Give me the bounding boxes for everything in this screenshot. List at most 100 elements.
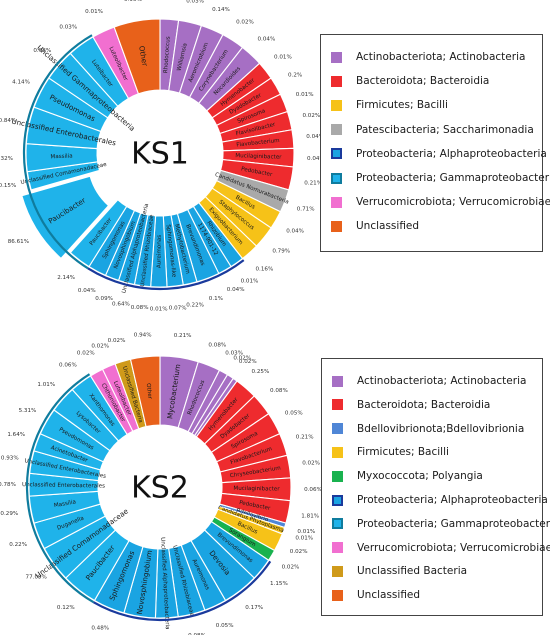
value-label: 2.14%	[57, 275, 75, 281]
legend-label: Verrucomicrobiota; Verrucomicrobiae	[356, 196, 550, 209]
value-label: 5.31%	[19, 408, 37, 414]
legend-item: Firmicutes; Bacilli	[331, 97, 448, 113]
value-label: 0.08%	[270, 388, 288, 394]
legend-label: Firmicutes; Bacilli	[356, 99, 448, 112]
value-label: 0.71%	[297, 206, 315, 212]
wedge-other	[113, 18, 161, 95]
value-label: 1.81%	[301, 514, 319, 520]
legend-label: Myxococcota; Polyangia	[357, 470, 483, 483]
legend-swatch	[331, 220, 342, 232]
value-label: 0.01%	[85, 9, 103, 15]
genus-label: Unclassified Alphaproteobacteria	[159, 537, 170, 630]
value-label: 0.02%	[236, 20, 254, 26]
value-label: 0.12%	[57, 605, 75, 611]
value-label: 0.08%	[188, 633, 206, 635]
genus-label: Rhodococcus	[163, 36, 172, 73]
value-label: 0.79%	[272, 249, 290, 255]
legend-swatch	[332, 565, 343, 577]
legend-label: Patescibacteria; Saccharimonadia	[356, 123, 534, 136]
group-outline	[22, 34, 93, 270]
value-label: 0.02%	[239, 359, 257, 365]
value-label: 0.05%	[285, 410, 303, 416]
value-label: 0.93%	[1, 455, 19, 461]
value-label: 0.02%	[302, 113, 320, 119]
value-label: 1.15%	[270, 581, 288, 587]
value-label: 0.06%	[304, 487, 322, 493]
value-label: 1.64%	[7, 432, 25, 438]
value-label: 0.09%	[95, 296, 113, 302]
legend-label: Actinobacteriota; Actinobacteria	[357, 375, 527, 387]
value-label: 0.78%	[0, 482, 16, 488]
value-label: 0.94%	[134, 332, 152, 338]
value-label: 0.08%	[131, 305, 149, 311]
legend-item: Patescibacteria; Saccharimonadia	[331, 122, 534, 138]
value-label: 0.02%	[282, 564, 300, 570]
genus-label: Unclassified Enterobacterales	[22, 482, 105, 489]
value-label: 0.02%	[290, 549, 308, 555]
legend-item: Proteobacteria; Alphaproteobacteria	[332, 492, 548, 508]
value-label: 0.98%	[33, 48, 51, 54]
value-label: 0.01%	[295, 536, 313, 542]
value-label: 0.08%	[208, 343, 226, 349]
legend-label: Unclassified Bacteria	[357, 565, 468, 578]
legend-swatch	[332, 470, 343, 482]
value-label: 0.07%	[169, 305, 187, 311]
value-label: 0.04%	[286, 229, 304, 235]
legend-item: Bacteroidota; Bacteroidia	[331, 73, 489, 89]
legend-label: Proteobacteria; Gammaproteobacteria	[356, 172, 550, 184]
sunburst-ks1: Rhodococcus0.03%Williamsia0.03%Aeromicro…	[0, 0, 325, 312]
value-label: 0.03%	[186, 0, 204, 4]
legend-item: Verrucomicrobiota; Verrucomicrobiae	[332, 540, 550, 556]
value-label: 4.14%	[12, 80, 30, 86]
value-label: 0.2%	[288, 73, 302, 79]
legend-item: Firmicutes; Bacilli	[332, 444, 449, 460]
legend-item: Bacteroidota; Bacteroidia	[332, 397, 490, 413]
legend-label: Proteobacteria; Gammaproteobacteria	[357, 517, 550, 530]
wedge-other	[129, 355, 161, 428]
chart-title: KS1	[131, 137, 189, 172]
value-label: 0.02%	[91, 344, 109, 350]
legend-label: Firmicutes; Bacilli	[357, 446, 449, 459]
value-label: 0.04%	[306, 134, 324, 140]
value-label: 0.22%	[186, 303, 204, 309]
legend-ks2: Actinobacteriota; Actinobacteria Bacteroi…	[321, 358, 550, 616]
legend-item: Unclassified	[332, 587, 420, 603]
value-label: 0.84%	[0, 118, 16, 124]
legend-item: Verrucomicrobiota; Verrucomicrobiae	[331, 194, 550, 210]
legend-swatch	[331, 51, 342, 63]
group-outline	[87, 259, 245, 291]
legend-label: Proteobacteria; Alphaproteobacteria	[356, 147, 547, 160]
legend-label: Unclassified	[356, 220, 420, 233]
chart-title: KS2	[131, 471, 189, 506]
value-label: 0.06%	[59, 362, 77, 368]
value-label: 0.01%	[241, 278, 259, 284]
legend-ks1: Actinobacteriota; Actinobacteria Bacteroi…	[320, 34, 550, 252]
group-outline	[92, 560, 272, 622]
genus-label: Other	[145, 383, 153, 400]
value-label: 0.04%	[227, 287, 245, 293]
value-label: 0.29%	[0, 511, 18, 517]
genus-label: Massilia	[50, 154, 72, 161]
value-label: 0.01%	[297, 529, 315, 535]
genus-label: Aureimonas	[156, 235, 162, 268]
sunburst-ks2: Mycobacterium0.21%Rhodococcus0.08%0.03%0…	[0, 332, 322, 635]
genus-label: Mucilaginibacter	[233, 486, 280, 493]
value-label: 0.48%	[91, 625, 109, 631]
value-label: 0.03%	[59, 24, 77, 30]
legend-swatch	[331, 172, 342, 184]
genus-label: Flavobacterium	[236, 138, 280, 149]
legend-item: Actinobacteriota; Actinobacteria	[332, 373, 526, 389]
legend-swatch	[331, 196, 342, 208]
legend-item: Proteobacteria; Alphaproteobacteria	[331, 146, 547, 162]
value-label: 0.21%	[174, 333, 192, 339]
value-label: 0.32%	[0, 156, 13, 162]
value-label: 86.61%	[8, 239, 29, 245]
genus-label: Massilia	[54, 499, 77, 509]
value-label: 0.02%	[77, 351, 95, 357]
genus-label: Mucilaginibacter	[235, 153, 282, 161]
legend-item: Actinobacteriota; Actinobacteria	[331, 49, 525, 65]
genus-label: Other	[137, 45, 149, 67]
value-label: 0.21%	[296, 435, 314, 441]
value-label: 0.02%	[233, 355, 251, 361]
